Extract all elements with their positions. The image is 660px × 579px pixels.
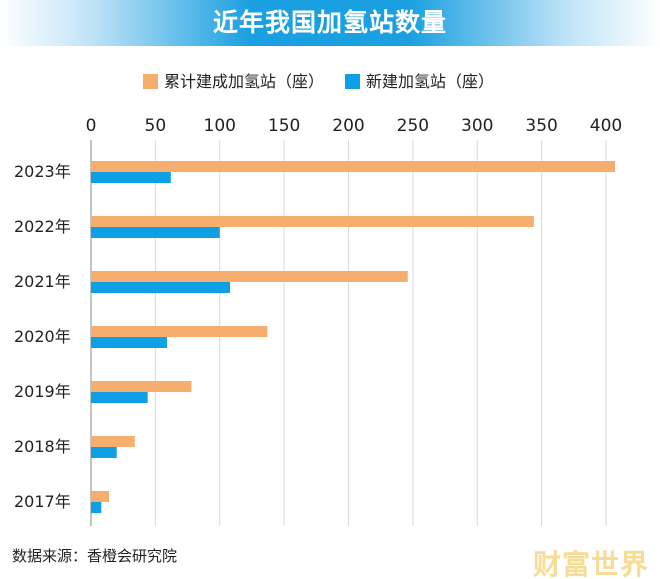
category-label: 2018年 [14,437,71,456]
bar-cumulative [91,161,616,172]
legend-label-new: 新建加氢站（座） [366,72,495,91]
watermark-logo: 财富世界 [533,548,650,579]
title-band [0,0,660,46]
bar-cumulative [91,326,268,337]
x-tick-label: 150 [268,116,300,136]
x-tick-label: 400 [590,116,622,136]
bar-new [91,392,148,403]
x-tick-label: 250 [397,116,429,136]
bar-new [91,282,231,293]
category-label: 2023年 [14,162,71,181]
category-label: 2019年 [14,382,71,401]
bar-cumulative [91,216,534,227]
bar-cumulative [91,491,110,502]
bar-new [91,227,220,238]
x-tick-label: 200 [332,116,364,136]
bar-new [91,337,167,348]
category-label: 2017年 [14,492,71,511]
legend: 累计建成加氢站（座） 新建加氢站（座） [0,70,660,94]
x-tick-label: 350 [525,116,557,136]
bar-cumulative [91,436,135,447]
category-label: 2021年 [14,272,71,291]
chart-title: 近年我国加氢站数量 [212,8,447,37]
x-tick-label: 0 [86,116,97,136]
bar-new [91,447,117,458]
bar-new [91,502,102,513]
x-tick-label: 50 [145,116,167,136]
bar-new [91,172,171,183]
category-label: 2020年 [14,327,71,346]
x-tick-label: 300 [461,116,493,136]
legend-swatch-cumulative [143,74,158,89]
bar-cumulative [91,381,192,392]
bar-cumulative [91,271,408,282]
x-tick-label: 100 [204,116,236,136]
legend-swatch-new [345,74,360,89]
source-note: 数据来源：香橙会研究院 [12,547,178,565]
category-label: 2022年 [14,217,71,236]
legend-label-cumulative: 累计建成加氢站（座） [164,72,325,91]
